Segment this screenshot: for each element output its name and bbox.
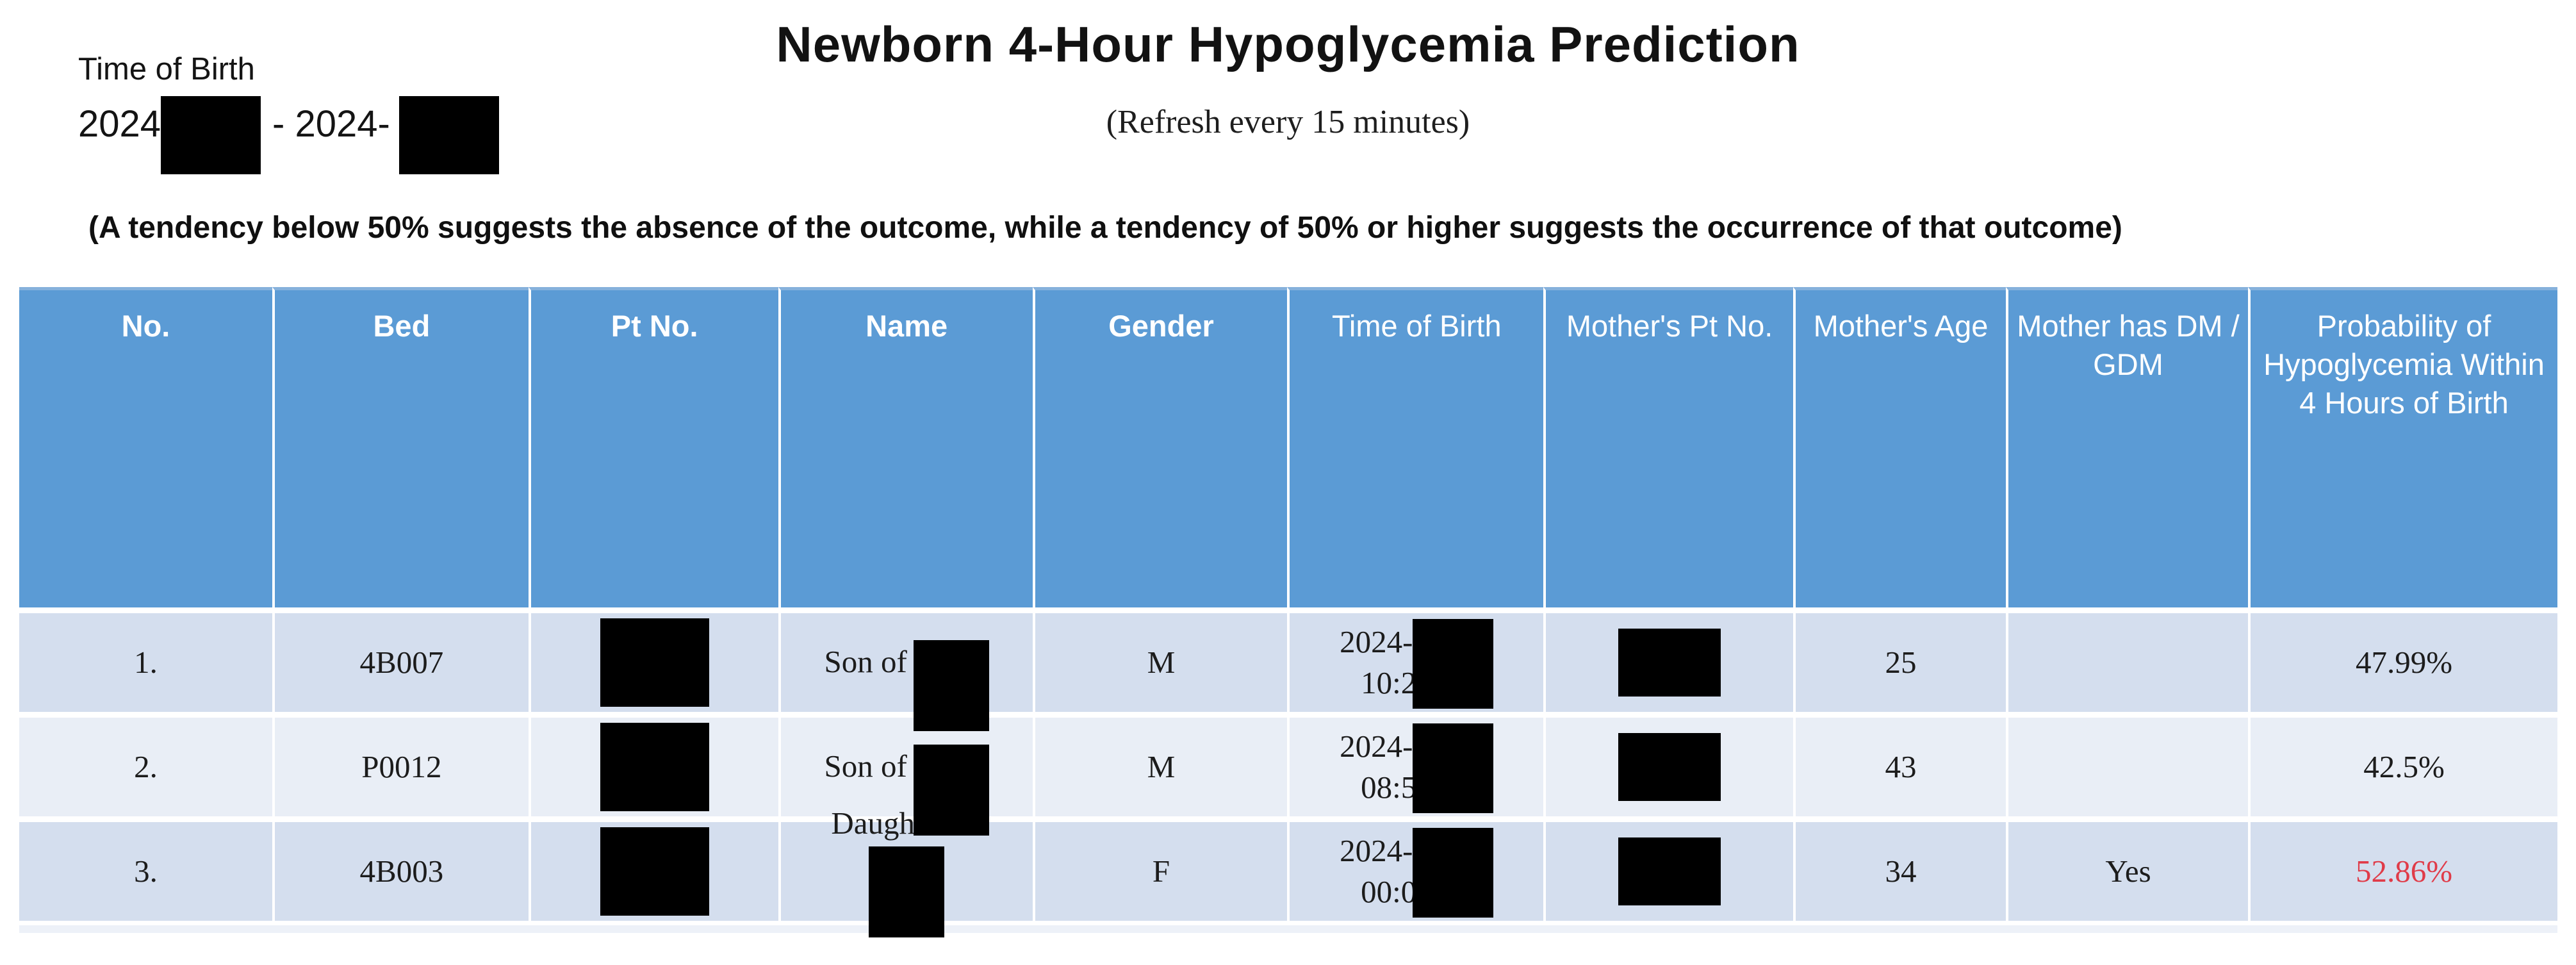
col-header-pt-no: Pt No. xyxy=(528,287,778,607)
cell-pt-no xyxy=(528,816,778,921)
prediction-table-wrapper: No. Bed Pt No. Name Gender Time of Birth… xyxy=(19,287,2557,938)
filter-start-year: 2024 xyxy=(78,103,161,145)
cell-mother-pt-no xyxy=(1543,607,1794,712)
redacted-name-box xyxy=(913,745,989,836)
table-row: 3. 4B003 Daughter of F 2024- 00:01:00 34… xyxy=(19,805,2557,938)
cell-gender: M xyxy=(1032,712,1288,816)
header-row: No. Bed Pt No. Name Gender Time of Birth… xyxy=(19,287,2557,607)
cell-mother-age: 34 xyxy=(1793,816,2006,921)
col-header-mother-age: Mother's Age xyxy=(1793,287,2006,607)
cell-mother-pt-no xyxy=(1543,712,1794,816)
cell-name: Daughter of xyxy=(778,805,1033,938)
birth-date-prefix: 2024- xyxy=(1340,728,1413,764)
cell-no: 1. xyxy=(19,607,272,712)
name-prefix: Son of xyxy=(824,748,907,784)
redacted-end-date-box xyxy=(398,96,499,174)
cell-no: 3. xyxy=(19,816,272,921)
cell-pt-no xyxy=(528,712,778,816)
redacted-pt-no-box xyxy=(600,618,709,707)
table-bottom-border xyxy=(19,925,2557,933)
cell-pt-no xyxy=(528,607,778,712)
table-row: 1. 4B007 Son of M 2024- 10:28:00 25 47.9… xyxy=(19,607,2557,731)
filter-label: Time of Birth xyxy=(78,52,255,87)
redacted-mother-pt-box xyxy=(1618,733,1721,801)
redacted-birth-date-box xyxy=(1413,723,1494,813)
cell-name: Son of xyxy=(778,607,1033,731)
col-header-probability: Probability of Hypoglycemia Within 4 Hou… xyxy=(2247,287,2557,607)
threshold-explanation-note: (A tendency below 50% suggests the absen… xyxy=(88,211,2122,245)
redacted-start-date-box xyxy=(161,96,261,174)
filter-range-separator: - 2024- xyxy=(272,103,390,145)
col-header-name: Name xyxy=(778,287,1033,607)
col-header-time-of-birth: Time of Birth xyxy=(1287,287,1544,607)
cell-bed: 4B003 xyxy=(272,816,529,921)
cell-bed: P0012 xyxy=(272,712,529,816)
redacted-name-box xyxy=(913,640,989,731)
redacted-pt-no-box xyxy=(600,827,709,916)
refresh-interval-note: (Refresh every 15 minutes) xyxy=(1106,104,1470,140)
cell-time-of-birth: 2024- 00:01:00 xyxy=(1287,816,1544,921)
cell-gender: M xyxy=(1032,607,1288,712)
cell-gender: F xyxy=(1032,816,1288,921)
cell-probability: 52.86% xyxy=(2247,816,2557,921)
birth-date-prefix: 2024- xyxy=(1340,832,1413,868)
redacted-birth-date-box xyxy=(1413,618,1494,709)
redacted-pt-no-box xyxy=(600,723,709,811)
redacted-mother-pt-box xyxy=(1618,629,1721,697)
title-block: Newborn 4-Hour Hypoglycemia Prediction (… xyxy=(0,15,2576,141)
cell-time-of-birth: 2024- 10:28:00 xyxy=(1287,607,1544,712)
cell-time-of-birth: 2024- 08:57:00 xyxy=(1287,712,1544,816)
page-title: Newborn 4-Hour Hypoglycemia Prediction xyxy=(776,16,1800,72)
cell-probability: 47.99% xyxy=(2247,607,2557,712)
name-prefix: Son of xyxy=(824,644,907,679)
redacted-name-box xyxy=(869,846,945,938)
filter-date-range: 2024 - 2024- xyxy=(78,96,499,174)
redacted-mother-pt-box xyxy=(1618,837,1721,905)
col-header-bed: Bed xyxy=(272,287,529,607)
col-header-mother-dm-gdm: Mother has DM / GDM xyxy=(2006,287,2248,607)
cell-mother-pt-no xyxy=(1543,816,1794,921)
col-header-gender: Gender xyxy=(1032,287,1288,607)
col-header-no: No. xyxy=(19,287,272,607)
cell-bed: 4B007 xyxy=(272,607,529,712)
col-header-mother-pt-no: Mother's Pt No. xyxy=(1543,287,1794,607)
cell-mother-dm-gdm xyxy=(2006,607,2248,712)
birth-time-filter: Time of Birth 2024 - 2024- xyxy=(78,51,499,174)
cell-probability: 42.5% xyxy=(2247,712,2557,816)
redacted-birth-date-box xyxy=(1413,827,1494,918)
cell-mother-age: 43 xyxy=(1793,712,2006,816)
cell-mother-age: 25 xyxy=(1793,607,2006,712)
prediction-table: No. Bed Pt No. Name Gender Time of Birth… xyxy=(19,287,2557,938)
table-row: 2. P0012 Son of M 2024- 08:57:00 43 42.5… xyxy=(19,712,2557,836)
cell-no: 2. xyxy=(19,712,272,816)
birth-date-prefix: 2024- xyxy=(1340,623,1413,659)
cell-mother-dm-gdm xyxy=(2006,712,2248,816)
cell-name: Son of xyxy=(778,712,1033,836)
cell-mother-dm-gdm: Yes xyxy=(2006,816,2248,921)
